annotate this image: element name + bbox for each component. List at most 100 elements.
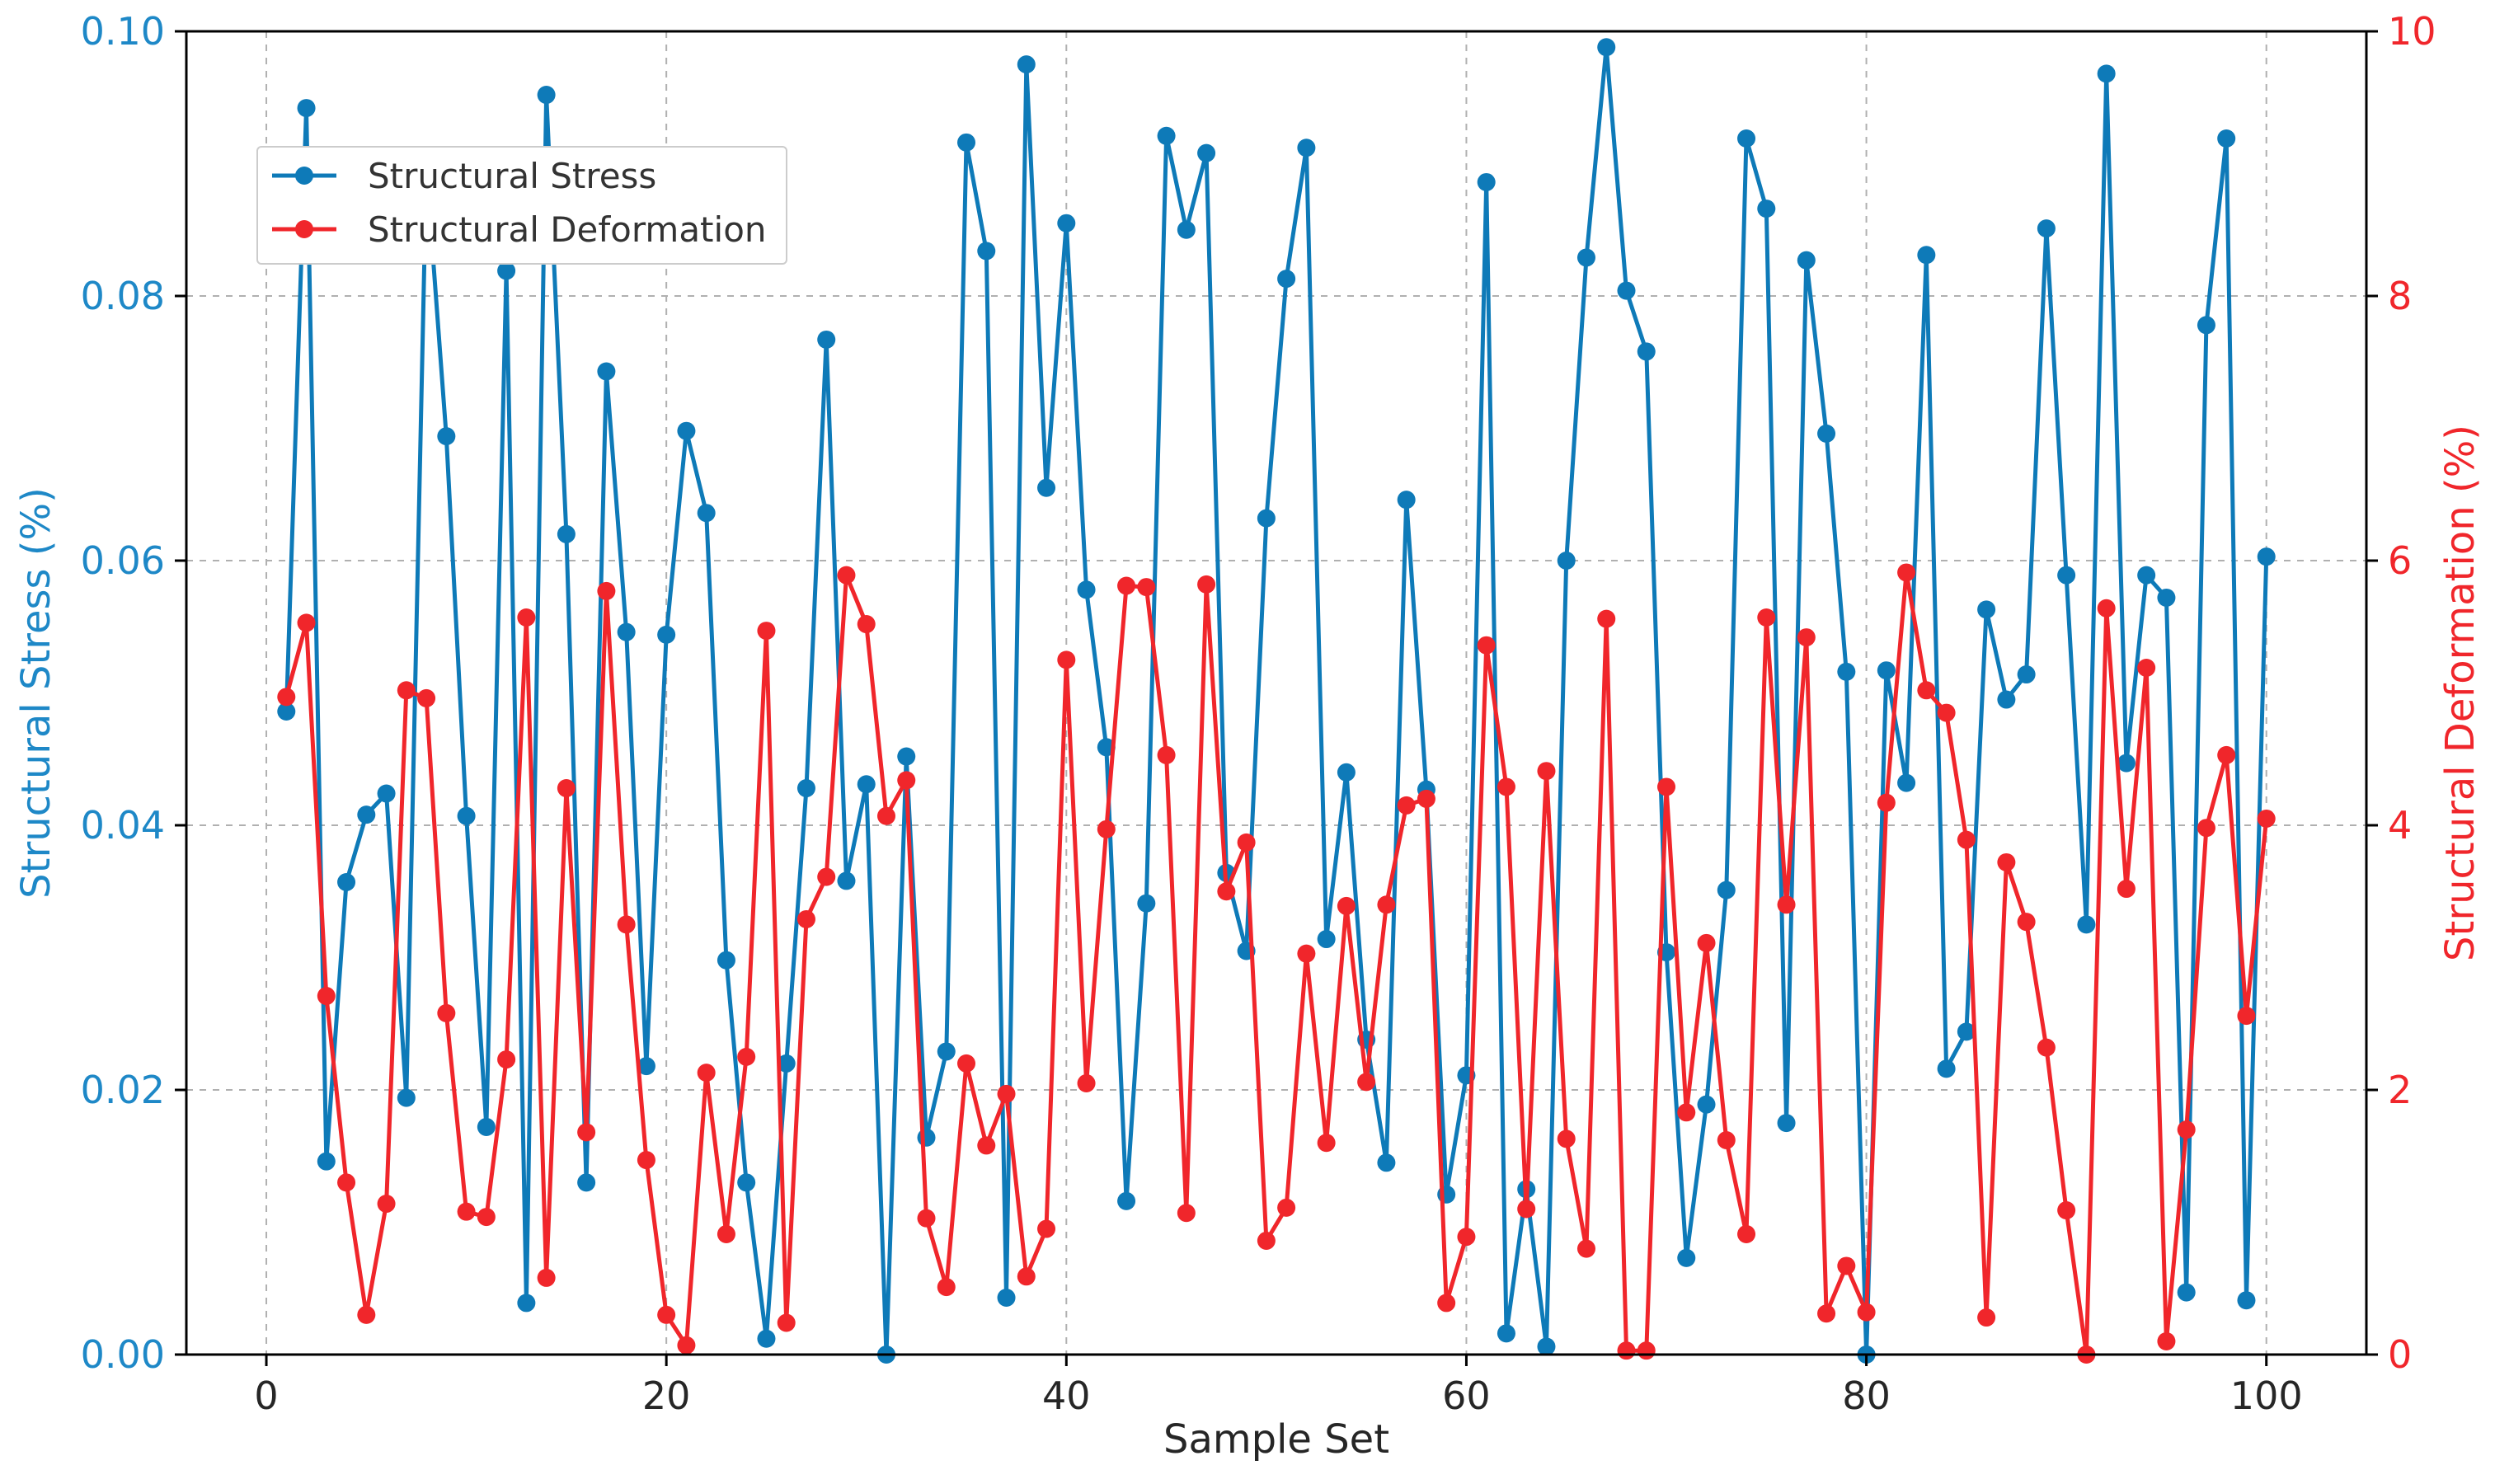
legend-deformation-marker [295,220,313,238]
data-point [1517,1200,1536,1219]
data-point [1197,143,1216,162]
data-point [1837,662,1856,681]
data-point [277,702,296,721]
data-point [796,779,815,798]
data-point [697,1064,716,1082]
data-point [2197,819,2215,838]
data-point [2117,880,2136,899]
left-y-tick-label: 0.02 [81,1068,165,1112]
data-point [437,1003,456,1022]
data-point [1817,424,1836,443]
data-point [796,909,815,928]
series-line [284,45,2269,1357]
data-point [897,747,916,766]
data-point [2057,1201,2076,1220]
data-point [1817,1304,1836,1323]
right-y-axis-title: Structural Deformation (%) [2437,425,2483,961]
data-point [1397,491,1416,510]
data-point [1937,1059,1956,1078]
data-point [2157,1331,2176,1350]
data-point [1977,600,1996,619]
series-structural-deformation [277,563,2276,1364]
x-tick-label: 0 [254,1374,278,1418]
data-point [937,1278,956,1297]
data-point [2177,1283,2196,1302]
data-point [2097,599,2116,618]
data-point [1317,930,1336,949]
right-y-tick-label: 6 [2388,538,2412,583]
data-point [2157,588,2176,607]
legend-box [256,146,787,265]
data-point [717,1224,735,1243]
data-point [1576,1239,1595,1258]
data-point [817,330,836,349]
data-point [597,362,616,381]
x-axis-title: Sample Set [1163,1416,1389,1463]
data-point [1137,894,1156,913]
data-point [1877,793,1896,812]
legend: Structural Stress Structural Deformation [256,146,787,265]
data-point [1257,509,1276,528]
data-point [2097,64,2116,83]
data-point [1917,681,1936,700]
x-tick-label: 40 [1042,1374,1091,1418]
legend-stress-label: Structural Stress [368,156,656,196]
data-point [657,1305,676,1324]
data-point [1697,933,1716,952]
data-point [337,1173,356,1192]
data-point [1997,852,2016,871]
data-point [477,1117,496,1136]
data-point [977,1136,996,1155]
data-point [1637,342,1656,361]
data-point [1377,895,1396,914]
data-point [2037,1038,2056,1057]
data-point [417,688,436,707]
data-point [2257,547,2276,566]
right-y-tick-label: 0 [2388,1332,2412,1377]
data-point [1757,608,1776,627]
legend-deformation-label: Structural Deformation [368,209,767,250]
data-point [2057,566,2076,585]
data-point [917,1128,936,1147]
data-point [1277,1198,1296,1217]
data-point [1237,833,1256,852]
data-point [1837,1256,1856,1275]
data-point [1737,1224,1756,1243]
data-point [1576,248,1595,267]
data-point [717,951,735,970]
right-y-tick-label: 2 [2388,1068,2412,1112]
data-point [1537,762,1556,781]
data-point [1617,281,1636,300]
data-point [817,867,836,886]
data-point [1057,650,1076,669]
data-point [1457,1228,1476,1247]
data-point [2117,754,2136,773]
left-y-tick-label: 0.06 [81,538,165,583]
series-line [284,570,2269,1357]
data-point [397,1088,416,1107]
right-y-tick-label: 10 [2388,9,2436,54]
data-point [377,1195,396,1214]
data-point [737,1173,756,1192]
data-point [997,1288,1016,1307]
data-point [357,1305,376,1324]
data-point [1037,1219,1056,1238]
data-point [297,613,316,632]
data-point [2197,316,2215,335]
data-point [1597,38,1616,57]
data-point [1297,944,1316,963]
data-point [1977,1308,1996,1327]
x-tick-label: 100 [2230,1374,2303,1418]
data-point [957,1054,976,1073]
data-point [1477,636,1496,655]
data-point [1557,552,1576,570]
data-point [1717,881,1736,899]
data-point [1477,172,1496,191]
left-y-axis-title: Structural Stress (%) [13,487,59,899]
data-point [1337,896,1356,915]
axes: 0 20 40 60 80 100 0.00 0.02 0.04 0.06 0.08 0.10 0 2 4 6… [81,9,2436,1418]
data-point [497,1050,516,1069]
data-point [677,1336,696,1355]
data-point [777,1054,796,1073]
